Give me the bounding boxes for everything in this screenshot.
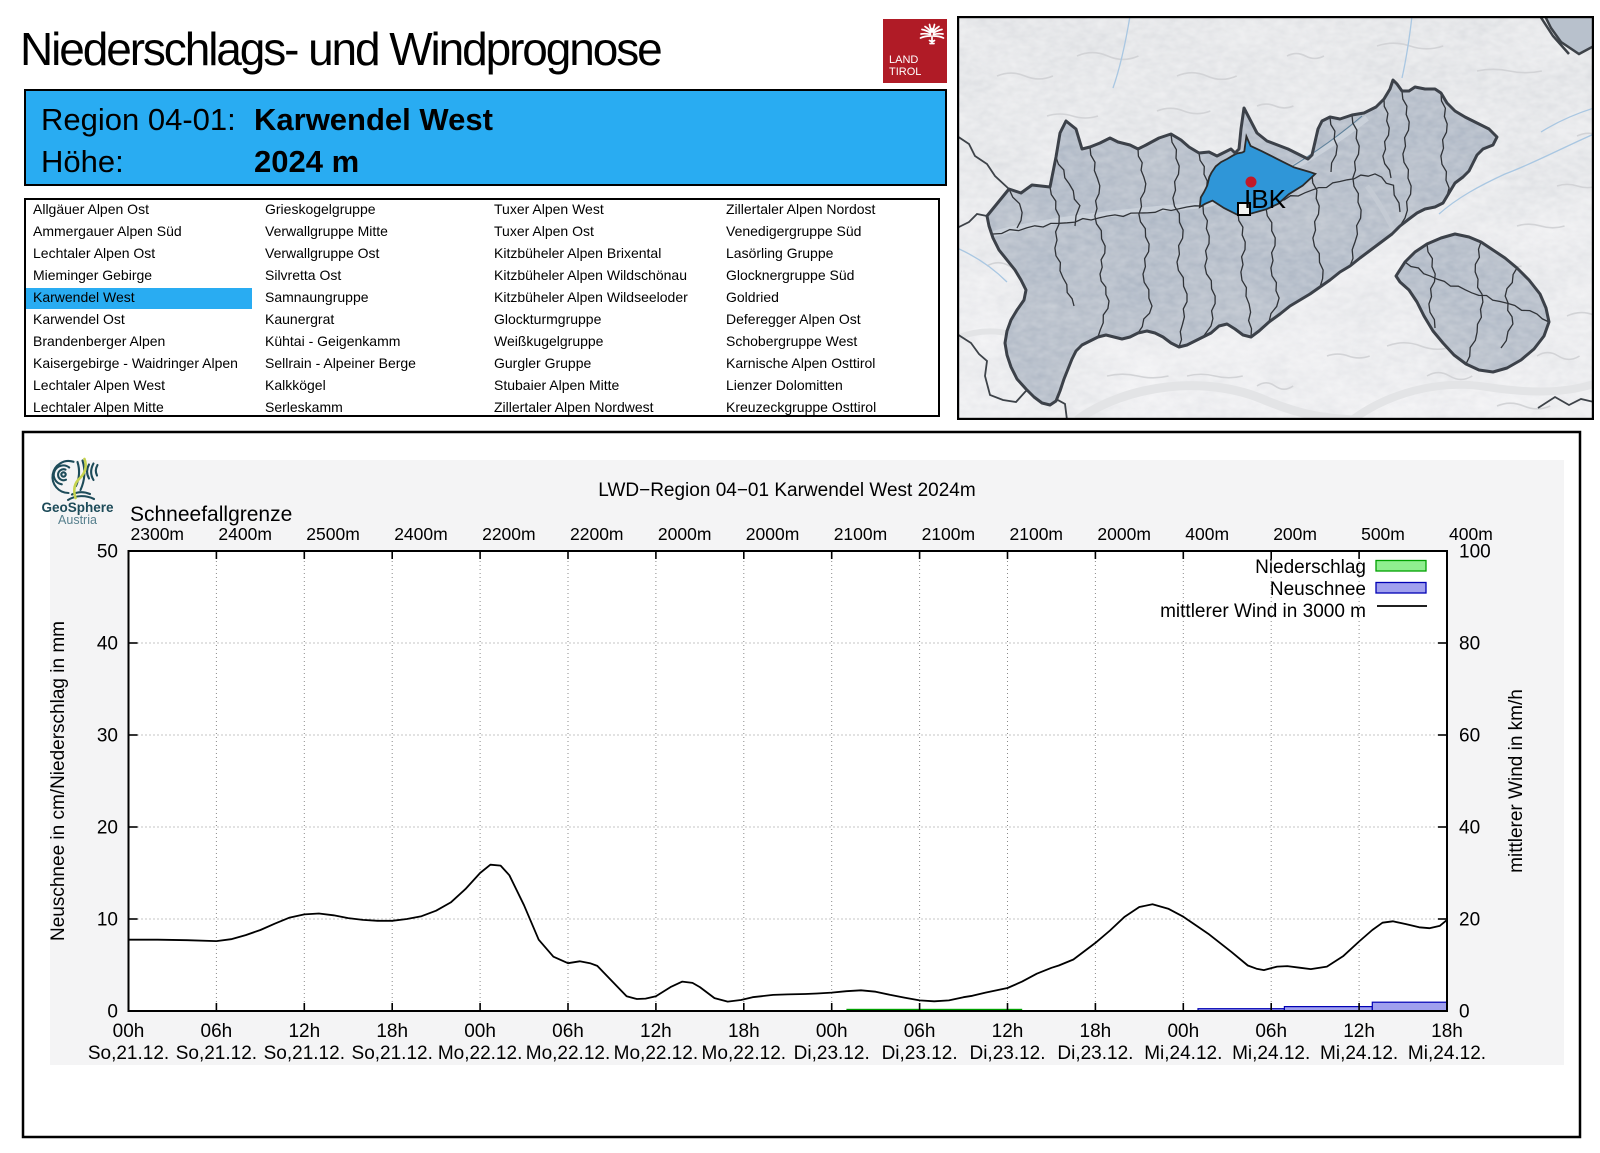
svg-text:Mo,22.12.: Mo,22.12. bbox=[614, 1043, 699, 1064]
svg-text:2400m: 2400m bbox=[394, 524, 448, 544]
svg-text:10: 10 bbox=[97, 910, 118, 931]
svg-text:Mo,22.12.: Mo,22.12. bbox=[702, 1043, 787, 1064]
svg-text:12h: 12h bbox=[288, 1021, 320, 1042]
svg-text:00h: 00h bbox=[113, 1021, 145, 1042]
svg-text:LWD−Region 04−01 Karwendel Wes: LWD−Region 04−01 Karwendel West 2024m bbox=[598, 480, 975, 501]
svg-text:TIROL: TIROL bbox=[889, 66, 921, 78]
svg-text:Mo,22.12.: Mo,22.12. bbox=[526, 1043, 611, 1064]
svg-text:2100m: 2100m bbox=[1010, 524, 1064, 544]
svg-text:LAND: LAND bbox=[889, 54, 918, 66]
svg-text:18h: 18h bbox=[376, 1021, 408, 1042]
svg-text:Neuschnee: Neuschnee bbox=[1270, 579, 1366, 600]
svg-text:20: 20 bbox=[1459, 910, 1480, 931]
svg-text:06h: 06h bbox=[1255, 1021, 1287, 1042]
svg-text:2000m: 2000m bbox=[746, 524, 800, 544]
svg-text:2100m: 2100m bbox=[834, 524, 888, 544]
svg-text:60: 60 bbox=[1459, 726, 1480, 747]
svg-text:Neuschnee in cm/Niederschlag i: Neuschnee in cm/Niederschlag in mm bbox=[48, 621, 69, 941]
svg-text:06h: 06h bbox=[552, 1021, 584, 1042]
svg-text:2500m: 2500m bbox=[306, 524, 360, 544]
svg-text:Niederschlag: Niederschlag bbox=[1255, 557, 1366, 578]
svg-text:So,21.12.: So,21.12. bbox=[352, 1043, 433, 1064]
svg-text:12h: 12h bbox=[640, 1021, 672, 1042]
svg-text:2200m: 2200m bbox=[570, 524, 624, 544]
svg-text:500m: 500m bbox=[1361, 524, 1405, 544]
svg-text:06h: 06h bbox=[201, 1021, 233, 1042]
svg-text:Schneefallgrenze: Schneefallgrenze bbox=[130, 503, 292, 526]
svg-text:30: 30 bbox=[97, 726, 118, 747]
svg-text:2000m: 2000m bbox=[1097, 524, 1151, 544]
svg-text:18h: 18h bbox=[728, 1021, 760, 1042]
svg-text:06h: 06h bbox=[904, 1021, 936, 1042]
svg-text:18h: 18h bbox=[1431, 1021, 1463, 1042]
svg-text:2200m: 2200m bbox=[482, 524, 536, 544]
svg-text:20: 20 bbox=[97, 818, 118, 839]
svg-text:So,21.12.: So,21.12. bbox=[176, 1043, 257, 1064]
svg-text:0: 0 bbox=[1459, 1002, 1470, 1023]
svg-text:mittlerer Wind in km/h: mittlerer Wind in km/h bbox=[1506, 689, 1527, 873]
svg-text:50: 50 bbox=[97, 542, 118, 563]
svg-text:Mi,24.12.: Mi,24.12. bbox=[1144, 1043, 1222, 1064]
svg-text:40: 40 bbox=[97, 634, 118, 655]
svg-text:12h: 12h bbox=[992, 1021, 1024, 1042]
svg-text:2400m: 2400m bbox=[218, 524, 272, 544]
svg-text:GeoSphere: GeoSphere bbox=[41, 500, 114, 515]
svg-text:Mo,22.12.: Mo,22.12. bbox=[438, 1043, 523, 1064]
svg-text:Di,23.12.: Di,23.12. bbox=[1057, 1043, 1133, 1064]
svg-text:200m: 200m bbox=[1273, 524, 1317, 544]
svg-text:00h: 00h bbox=[464, 1021, 496, 1042]
svg-text:80: 80 bbox=[1459, 634, 1480, 655]
svg-text:Di,23.12.: Di,23.12. bbox=[794, 1043, 870, 1064]
svg-text:400m: 400m bbox=[1449, 524, 1493, 544]
svg-text:00h: 00h bbox=[816, 1021, 848, 1042]
svg-text:Mi,24.12.: Mi,24.12. bbox=[1320, 1043, 1398, 1064]
svg-text:12h: 12h bbox=[1343, 1021, 1375, 1042]
svg-text:2000m: 2000m bbox=[658, 524, 712, 544]
svg-text:Mi,24.12.: Mi,24.12. bbox=[1408, 1043, 1486, 1064]
svg-text:Di,23.12.: Di,23.12. bbox=[969, 1043, 1045, 1064]
svg-text:So,21.12.: So,21.12. bbox=[264, 1043, 345, 1064]
svg-text:mittlerer Wind in 3000 m: mittlerer Wind in 3000 m bbox=[1160, 601, 1366, 622]
svg-text:Mi,24.12.: Mi,24.12. bbox=[1232, 1043, 1310, 1064]
svg-text:Di,23.12.: Di,23.12. bbox=[882, 1043, 958, 1064]
svg-text:0: 0 bbox=[107, 1002, 118, 1023]
svg-text:So,21.12.: So,21.12. bbox=[88, 1043, 169, 1064]
svg-text:40: 40 bbox=[1459, 818, 1480, 839]
svg-text:IBK: IBK bbox=[1244, 184, 1287, 214]
svg-text:00h: 00h bbox=[1167, 1021, 1199, 1042]
svg-text:100: 100 bbox=[1459, 542, 1491, 563]
svg-text:2300m: 2300m bbox=[131, 524, 185, 544]
svg-text:18h: 18h bbox=[1080, 1021, 1112, 1042]
svg-text:2100m: 2100m bbox=[922, 524, 976, 544]
svg-text:400m: 400m bbox=[1185, 524, 1229, 544]
svg-text:Austria: Austria bbox=[58, 513, 97, 527]
